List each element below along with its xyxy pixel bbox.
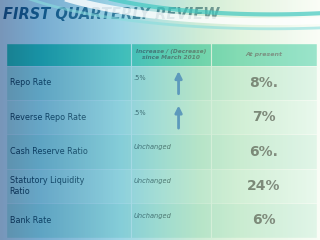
Text: Bank Rate: Bank Rate	[10, 216, 51, 225]
Bar	[6, 66, 317, 100]
Text: .5%: .5%	[134, 75, 146, 81]
Bar	[6, 203, 317, 238]
Text: Unchanged: Unchanged	[134, 144, 172, 150]
Bar	[6, 43, 317, 66]
Text: 6%.: 6%.	[250, 144, 278, 159]
Text: 6%: 6%	[252, 213, 276, 227]
Text: .5%: .5%	[134, 110, 146, 116]
Bar	[6, 100, 317, 134]
Text: Reverse Repo Rate: Reverse Repo Rate	[10, 113, 86, 122]
Text: At present: At present	[245, 52, 283, 57]
Text: 24%: 24%	[247, 179, 281, 193]
Text: Unchanged: Unchanged	[134, 213, 172, 219]
Text: 7%: 7%	[252, 110, 276, 124]
Text: Repo Rate: Repo Rate	[10, 78, 51, 87]
Text: 8%.: 8%.	[250, 76, 278, 90]
Bar	[6, 134, 317, 169]
Text: Increase / (Decrease)
since March 2010: Increase / (Decrease) since March 2010	[136, 49, 206, 60]
Text: FIRST QUARTERLY REVIEW: FIRST QUARTERLY REVIEW	[3, 7, 220, 22]
Text: Unchanged: Unchanged	[134, 178, 172, 184]
Text: Statutory Liquidity
Ratio: Statutory Liquidity Ratio	[10, 176, 84, 196]
Bar	[6, 169, 317, 203]
Bar	[6, 43, 317, 238]
Text: Cash Reserve Ratio: Cash Reserve Ratio	[10, 147, 87, 156]
